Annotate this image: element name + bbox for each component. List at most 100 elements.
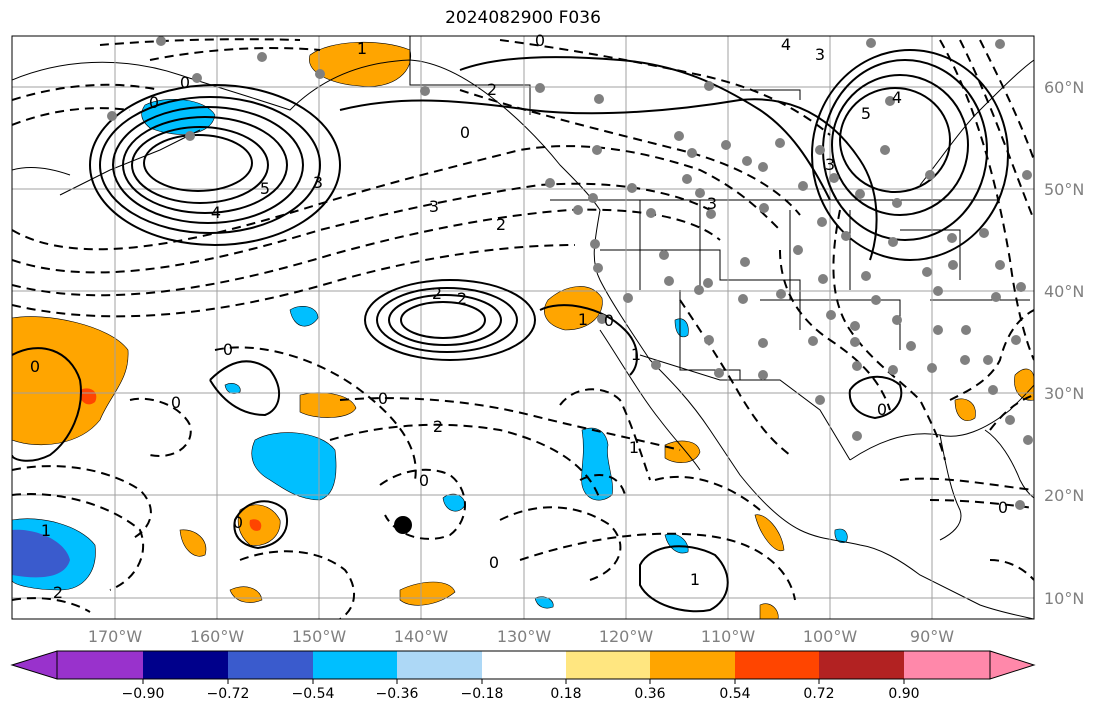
contour-label: 0 [998, 498, 1008, 517]
lon-label: 170°W [88, 627, 143, 646]
lat-label: 50°N [1044, 180, 1084, 199]
colorbar-segment [566, 651, 650, 679]
contour-label: 2 [53, 583, 63, 602]
contour-label: 0 [378, 389, 388, 408]
shade-small-5 [754, 514, 785, 552]
shade-blue-small-2 [224, 383, 241, 394]
lon-labels: 170°W 160°W 150°W 140°W 130°W 120°W 110°… [88, 627, 954, 646]
colorbar-segment [819, 651, 904, 679]
colorbar-tick-label: −0.54 [292, 686, 335, 702]
colorbar: −0.90 −0.72 −0.54 −0.36 −0.18 0.18 0.36 … [10, 650, 1036, 702]
contour-pac-high-1 [364, 279, 536, 361]
contour-aleutian-1 [89, 84, 341, 246]
contour-label: 0 [535, 31, 545, 50]
colorbar-tick-label: −0.90 [122, 686, 165, 702]
colorbar-tick-label: −0.36 [376, 686, 419, 702]
contour-label: 4 [211, 203, 221, 222]
lat-label: 30°N [1044, 384, 1084, 403]
colorbar-tick-label: 0.18 [550, 686, 581, 702]
contour-label: 0 [30, 357, 40, 376]
contour-label: 1 [631, 345, 641, 364]
shade-gulf [954, 398, 976, 421]
map-frame [11, 35, 1035, 620]
contour-label: 1 [357, 39, 367, 58]
station-markers [107, 36, 1033, 510]
contour-label: 5 [861, 104, 871, 123]
coastlines [12, 36, 1034, 619]
contour-aleutian-5 [131, 126, 269, 204]
colorbar-segment [904, 651, 990, 679]
contour-label: 5 [260, 179, 270, 198]
contour-label: 1 [690, 570, 700, 589]
lon-label: 100°W [803, 627, 858, 646]
contours-positive [12, 49, 1009, 613]
contour-label: 4 [892, 88, 902, 107]
lat-label: 40°N [1044, 282, 1084, 301]
map-title: 2024082900 F036 [445, 8, 601, 28]
contour-label: 0 [419, 471, 429, 490]
contour-label: 0 [233, 513, 243, 532]
shade-small-6 [759, 603, 779, 619]
lat-label: 10°N [1044, 589, 1084, 608]
contour-label: 2 [457, 289, 467, 308]
colorbar-segment [397, 651, 482, 679]
contour-label: 1 [629, 438, 639, 457]
contour-label: 0 [149, 93, 159, 112]
lon-label: 140°W [394, 627, 449, 646]
lat-label: 20°N [1044, 486, 1084, 505]
contour-center-loop [209, 360, 280, 417]
shade-small-2 [179, 529, 207, 557]
colorbar-tick-label: −0.18 [461, 686, 504, 702]
contour-pac-high-4 [400, 301, 486, 339]
lon-label: 110°W [701, 627, 756, 646]
shade-florida [1014, 368, 1034, 401]
colorbar-tick-label: −0.72 [207, 686, 250, 702]
colorbar-tick-label: 0.72 [803, 686, 834, 702]
shade-blue-small-5 [534, 596, 554, 609]
contour-hawaii-loop [233, 500, 288, 550]
lon-label: 120°W [599, 627, 654, 646]
contour-label: 3 [825, 155, 835, 174]
shade-hawaii-core [249, 519, 262, 531]
colorbar-tick-label: 0.36 [634, 686, 665, 702]
colorbar-segment [57, 651, 143, 679]
colorbar-extend-left [10, 650, 58, 680]
contour-label: 1 [578, 310, 588, 329]
lon-label: 160°W [190, 627, 245, 646]
shade-mid-blue [251, 432, 337, 501]
contour-pac-high-3 [388, 294, 502, 346]
contour-label: 2 [433, 417, 443, 436]
contour-label: 3 [429, 197, 439, 216]
shade-baja-small [664, 440, 701, 463]
contour-label: 0 [604, 311, 614, 330]
contour-label: 0 [180, 73, 190, 92]
colorbar-tick-label: 0.90 [888, 686, 919, 702]
shade-red-core-left [79, 388, 97, 405]
contour-low-left [12, 347, 82, 462]
contours-dashed [12, 38, 1034, 619]
contour-aleutian-4 [122, 116, 288, 214]
contour-gulf-loop [848, 375, 903, 420]
storm-marker [394, 516, 412, 534]
contour-labels: 1 0 4 3 0 2 0 0 4 5 3 5 3 4 3 3 2 2 2 1 … [30, 31, 1008, 602]
contour-label: 0 [171, 393, 181, 412]
colorbar-extend-right [989, 650, 1036, 680]
colorbar-segment [735, 651, 819, 679]
shade-small-4 [229, 586, 263, 603]
contour-label: 0 [460, 123, 470, 142]
contour-label: 3 [313, 173, 323, 192]
contour-south-loop [639, 545, 729, 613]
colorbar-border [56, 650, 991, 680]
colorbar-segment [650, 651, 735, 679]
shade-cal-coast [544, 286, 603, 331]
contour-label: 0 [877, 400, 887, 419]
colorbar-segment [228, 651, 313, 679]
contour-ne-4 [839, 87, 951, 193]
lat-label: 60°N [1044, 78, 1084, 97]
lon-label: 150°W [292, 627, 347, 646]
contour-ne-3 [831, 74, 969, 216]
contour-label: 0 [223, 340, 233, 359]
contour-upper-band [339, 98, 878, 261]
contour-label: 1 [41, 521, 51, 540]
